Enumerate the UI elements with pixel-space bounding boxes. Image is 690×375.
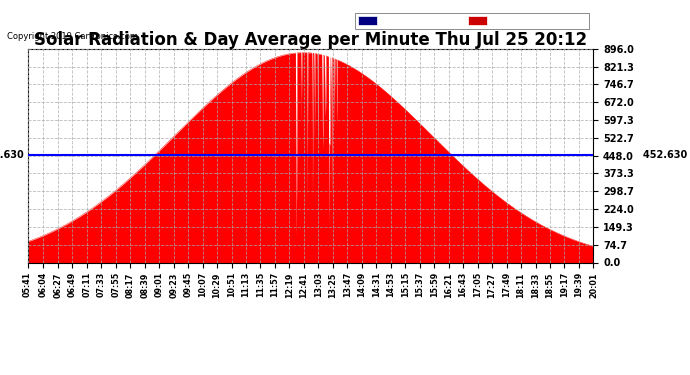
Legend: Median (w/m2), Radiation (w/m2): Median (w/m2), Radiation (w/m2) [355, 13, 589, 29]
Text: Copyright 2019 Cartronics.com: Copyright 2019 Cartronics.com [7, 32, 138, 41]
Text: 452.630 ←: 452.630 ← [643, 150, 690, 159]
Text: → 452.630: → 452.630 [0, 150, 23, 159]
Title: Solar Radiation & Day Average per Minute Thu Jul 25 20:12: Solar Radiation & Day Average per Minute… [34, 31, 587, 49]
